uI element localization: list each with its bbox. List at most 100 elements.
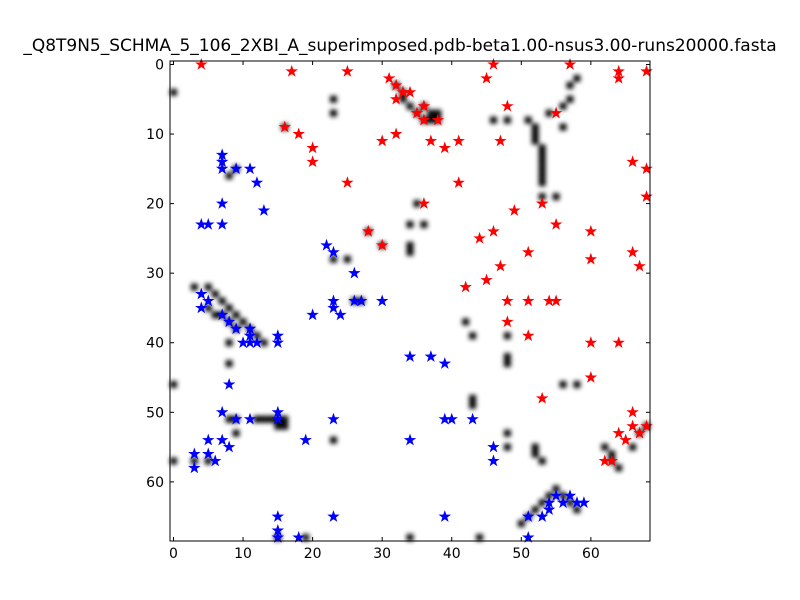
heatmap-cell: [343, 255, 351, 263]
star-marker: [563, 57, 577, 70]
star-marker: [243, 412, 257, 425]
star-marker: [222, 377, 236, 390]
tick-label: 0: [169, 546, 178, 562]
star-marker: [494, 259, 507, 272]
star-marker: [626, 419, 639, 432]
star-marker: [202, 294, 215, 307]
star-marker: [327, 510, 340, 522]
axes-frame: [169, 60, 651, 542]
star-marker: [522, 329, 535, 342]
star-marker: [605, 454, 618, 467]
star-marker: [612, 426, 625, 439]
heatmap-cell: [225, 304, 233, 312]
star-marker: [417, 197, 431, 209]
star-marker: [341, 64, 354, 77]
heatmap-cell: [170, 457, 177, 465]
star-marker: [271, 510, 285, 522]
heatmap-cell: [330, 255, 337, 263]
star-marker: [375, 294, 389, 307]
star-marker: [285, 64, 298, 77]
star-marker: [626, 245, 639, 258]
heatmap-cell: [239, 318, 247, 326]
star-marker: [487, 440, 500, 453]
star-marker: [549, 217, 563, 230]
tick-label: 30: [146, 266, 164, 282]
star-marker: [195, 287, 208, 300]
star-marker: [306, 141, 319, 154]
star-marker: [640, 419, 653, 432]
heatmap-cell: [531, 443, 539, 451]
heatmap-cell: [211, 311, 219, 319]
tick-label: 30: [373, 546, 391, 562]
star-marker: [542, 496, 556, 509]
heatmap-cell: [476, 534, 484, 541]
star-marker: [278, 120, 292, 133]
heatmap-cell: [462, 318, 470, 326]
star-marker: [522, 530, 535, 543]
heatmap-cell: [281, 415, 289, 423]
star-marker: [459, 280, 472, 293]
star-marker: [389, 78, 403, 91]
star-marker: [410, 106, 424, 119]
star-marker: [215, 197, 229, 209]
heatmap-cell: [330, 436, 337, 444]
heatmap-cell: [566, 95, 574, 103]
heatmap-cell: [420, 221, 428, 228]
star-marker: [202, 217, 215, 230]
heatmap-cell: [566, 499, 574, 507]
heatmap-cell: [225, 339, 233, 347]
heatmap-cell: [413, 200, 421, 208]
star-marker: [633, 426, 646, 439]
star-marker: [480, 71, 493, 84]
star-marker: [375, 134, 389, 147]
star-marker: [522, 510, 535, 522]
heatmap-cell: [538, 165, 546, 173]
star-marker: [584, 370, 598, 383]
star-marker: [215, 433, 229, 446]
heatmap-cell: [190, 283, 198, 291]
star-marker: [494, 134, 507, 147]
heatmap-cell: [204, 457, 212, 465]
star-marker: [584, 252, 598, 265]
star-marker: [626, 405, 639, 418]
heatmap-cell: [552, 193, 560, 201]
heatmap-cell: [629, 443, 637, 451]
star-marker: [215, 405, 229, 418]
star-marker: [501, 315, 514, 328]
star-marker: [584, 224, 598, 237]
heatmap-cell: [469, 401, 477, 409]
star-marker: [271, 530, 285, 543]
heatmap-cell: [406, 241, 414, 249]
star-marker: [612, 71, 625, 84]
heatmap-cell: [281, 422, 289, 430]
star-marker: [452, 176, 465, 189]
star-marker: [473, 231, 486, 244]
heatmap-cell: [170, 88, 177, 96]
heatmap-cell: [170, 381, 177, 388]
heatmap-cell: [503, 353, 511, 361]
heatmap-cell: [330, 95, 337, 103]
star-marker: [250, 176, 264, 189]
heatmap-cell: [559, 102, 567, 110]
star-marker: [222, 315, 236, 328]
star-marker: [250, 336, 264, 349]
heatmap-cell: [531, 123, 539, 131]
star-marker: [327, 245, 340, 258]
heatmap-cell: [503, 332, 511, 340]
star-marker: [501, 99, 514, 112]
star-marker: [522, 245, 535, 258]
heatmap-cell: [538, 499, 546, 507]
star-marker: [229, 322, 243, 335]
heatmap-cell: [538, 158, 546, 166]
star-marker: [257, 204, 271, 216]
star-marker: [556, 496, 570, 509]
star-marker: [229, 412, 243, 425]
star-marker: [229, 162, 243, 175]
star-marker: [188, 461, 201, 474]
star-marker: [535, 197, 549, 209]
star-marker: [487, 454, 500, 467]
star-marker: [577, 496, 591, 509]
heatmap-cell: [601, 443, 609, 451]
heatmap-cell: [503, 429, 511, 437]
tick-label: 40: [443, 546, 461, 562]
